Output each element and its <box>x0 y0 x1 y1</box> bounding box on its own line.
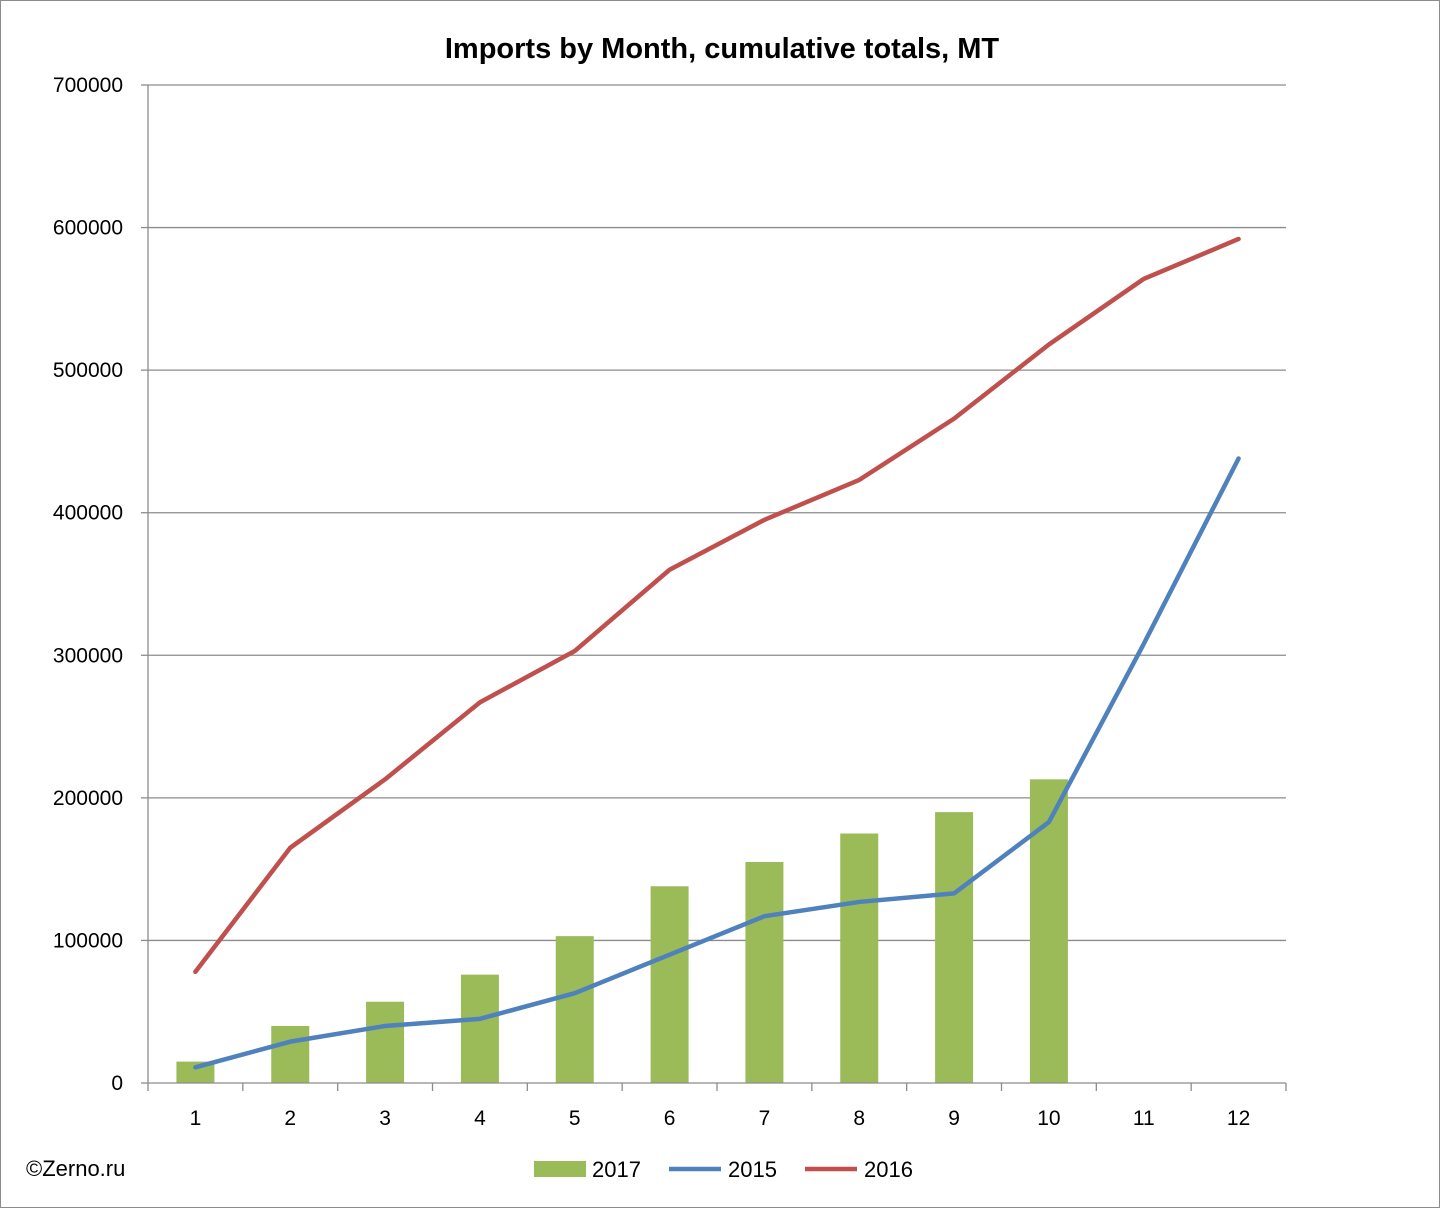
bar-2017-9 <box>935 812 974 1083</box>
y-tick-label: 0 <box>111 1072 123 1095</box>
bar-2017-5 <box>555 936 594 1083</box>
legend-swatch-2017 <box>534 1161 586 1177</box>
y-tick-label: 100000 <box>53 929 123 952</box>
credit-text: ©Zerno.ru <box>26 1156 125 1181</box>
line-2015 <box>193 456 1241 1070</box>
y-tick-label: 700000 <box>53 74 123 97</box>
x-tick-label: 8 <box>853 1107 865 1130</box>
legend-label-2015: 2015 <box>728 1157 777 1182</box>
legend: 2017 2015 2016 <box>534 1157 913 1182</box>
y-tick-label: 300000 <box>53 644 123 667</box>
x-tick-label: 2 <box>284 1107 296 1130</box>
grid-lines <box>148 84 1286 942</box>
line-series <box>193 236 1241 1070</box>
y-axis-ticks: 0 100000 200000 300000 400000 500000 600000 700… <box>53 74 123 1095</box>
x-tick-label: 10 <box>1037 1107 1060 1130</box>
axes <box>141 84 1287 1091</box>
chart-title: Imports by Month, cumulative totals, MT <box>445 33 1000 65</box>
x-axis-ticks: 1 2 3 4 5 6 7 8 9 10 11 12 <box>190 1107 1251 1130</box>
legend-label-2016: 2016 <box>864 1157 913 1182</box>
x-tick-label: 7 <box>759 1107 771 1130</box>
x-tick-label: 5 <box>569 1107 581 1130</box>
x-tick-label: 3 <box>379 1107 391 1130</box>
x-tick-label: 4 <box>474 1107 486 1130</box>
bar-2017-3 <box>366 1001 405 1083</box>
legend-label-2017: 2017 <box>592 1157 641 1182</box>
line-2016 <box>193 236 1241 975</box>
bar-2017-8 <box>840 833 879 1083</box>
bar-series-2017 <box>176 779 1068 1083</box>
bar-2017-7 <box>745 862 784 1083</box>
y-tick-label: 400000 <box>53 502 123 525</box>
bar-2017-6 <box>650 886 689 1083</box>
y-tick-label: 500000 <box>53 359 123 382</box>
x-tick-label: 6 <box>664 1107 676 1130</box>
bar-2017-4 <box>460 974 499 1083</box>
y-tick-label: 200000 <box>53 787 123 810</box>
y-tick-label: 600000 <box>53 217 123 240</box>
x-tick-label: 12 <box>1227 1107 1250 1130</box>
x-tick-label: 11 <box>1133 1107 1155 1130</box>
bar-2017-2 <box>271 1025 310 1083</box>
x-tick-label: 9 <box>948 1107 960 1130</box>
x-tick-label: 1 <box>190 1107 202 1130</box>
